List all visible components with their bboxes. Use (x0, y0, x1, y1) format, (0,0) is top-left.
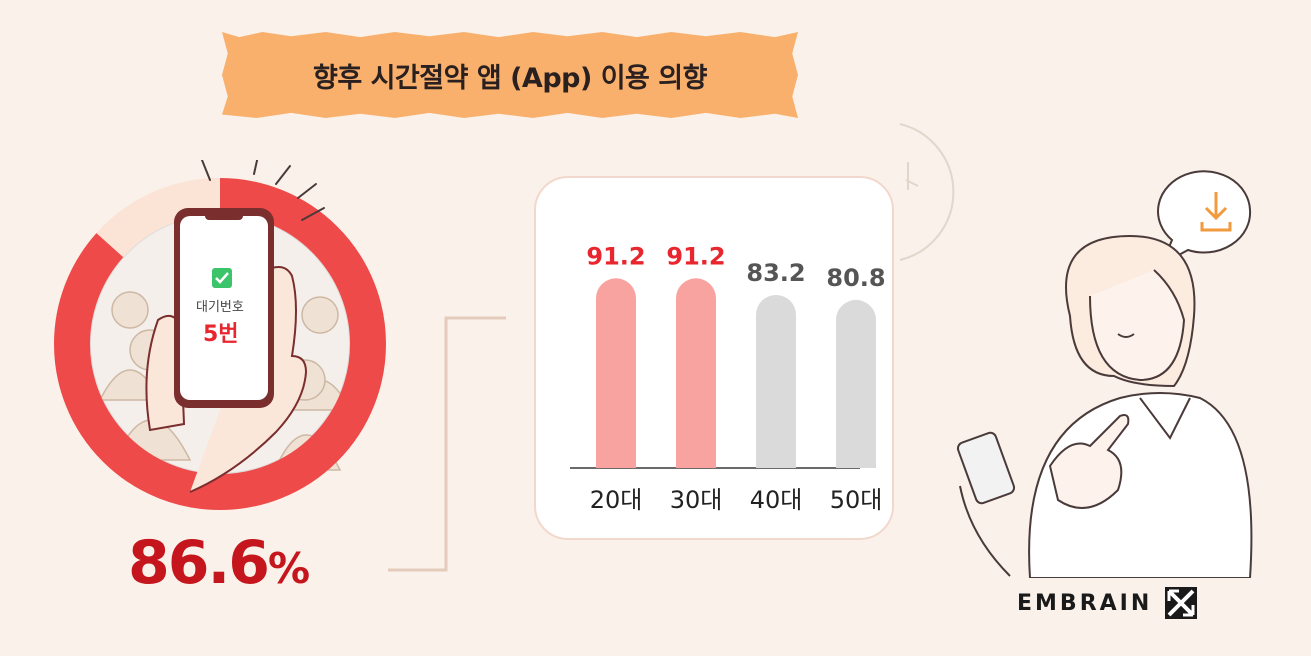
overall-value: 86.6 (128, 528, 270, 598)
bar-50대 (836, 299, 876, 468)
value-label-30대: 91.2 (666, 242, 725, 270)
value-label-50대: 80.8 (826, 264, 885, 292)
brand-name: EMBRAIN (1017, 590, 1153, 616)
bar-40대 (756, 294, 796, 468)
age-bar-chart: 91.2 20대 91.2 30대 83.2 40대 80.8 50대 (570, 242, 886, 514)
category-label-20대: 20대 (590, 486, 643, 514)
donut-illustration (54, 160, 386, 510)
category-label-50대: 50대 (830, 486, 883, 514)
clock-icon (899, 123, 955, 261)
overall-percentage: 86.6% (128, 528, 310, 598)
chart-title: 향후 시간절약 앱 (App) 이용 의향 (313, 62, 707, 94)
phone-number: 5번 (203, 322, 239, 347)
category-label-30대: 30대 (670, 486, 723, 514)
embrain-logo-icon (1165, 587, 1198, 619)
phone-label: 대기번호 (196, 300, 244, 315)
bar-30대 (676, 278, 716, 468)
brand-logo: EMBRAIN (1017, 586, 1198, 620)
value-label-20대: 91.2 (586, 242, 645, 270)
overall-unit: % (268, 544, 310, 593)
category-label-40대: 40대 (750, 486, 803, 514)
title-banner: 향후 시간절약 앱 (App) 이용 의향 (222, 32, 798, 118)
download-icon (1157, 170, 1252, 267)
value-label-40대: 83.2 (746, 259, 805, 287)
age-bar-chart-card: 91.2 20대 91.2 30대 83.2 40대 80.8 50대 (534, 176, 894, 540)
connector-line (388, 316, 506, 572)
donut-progress-arc (54, 178, 386, 510)
bar-20대 (596, 278, 636, 468)
woman-phone-illustration (956, 170, 1253, 578)
